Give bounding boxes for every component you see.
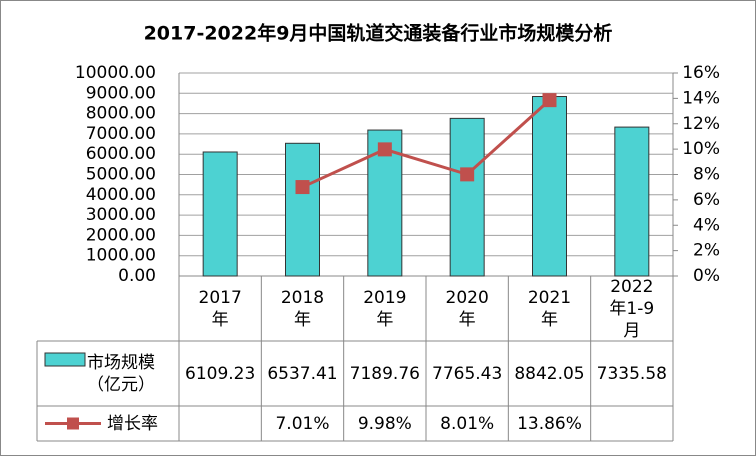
bar	[449, 117, 485, 277]
data-label: 6537.41	[267, 363, 338, 384]
legend-label: 市场规模（亿元）	[87, 352, 155, 395]
y2-tick-label: 2%	[693, 241, 720, 261]
y-tick-label: 6000.00	[86, 144, 156, 164]
x-tick-label: 2021年	[527, 287, 572, 330]
y-tick-label: 0.00	[118, 266, 156, 286]
x-tick-label: 2018年	[280, 287, 325, 330]
data-label: 13.86%	[517, 413, 582, 434]
line-marker	[460, 167, 475, 182]
y-tick-label: 10000.00	[75, 63, 156, 83]
x-tick-label: 2017年	[198, 287, 242, 330]
chart-title: 2017-2022年9月中国轨道交通装备行业市场规模分析	[144, 22, 613, 45]
data-label: 7189.76	[349, 363, 420, 384]
line	[301, 99, 551, 189]
data-label: 9.98%	[357, 413, 412, 434]
y-tick-label: 1000.00	[86, 246, 156, 266]
legend-swatch	[44, 352, 86, 367]
bar	[202, 151, 238, 277]
y-tick-label: 9000.00	[86, 83, 156, 103]
line-marker	[295, 180, 310, 195]
data-label: 7.01%	[275, 413, 330, 434]
y-tick-label: 4000.00	[86, 185, 156, 205]
y2-tick-label: 12%	[682, 114, 720, 134]
y2-tick-label: 10%	[682, 139, 720, 159]
legend-swatch	[67, 417, 79, 430]
y2-tick-label: 8%	[693, 165, 720, 185]
x-tick-label: 2019年	[363, 287, 407, 330]
data-label: 8842.05	[514, 363, 585, 384]
y-tick-label: 3000.00	[86, 205, 156, 225]
y2-tick-label: 4%	[693, 215, 720, 235]
bar	[285, 142, 320, 277]
bar	[532, 96, 567, 277]
data-label: 7765.43	[432, 363, 503, 384]
line-marker	[542, 93, 557, 108]
y-tick-label: 7000.00	[86, 124, 156, 144]
y2-tick-label: 14%	[682, 88, 720, 108]
y-tick-label: 8000.00	[86, 104, 156, 124]
x-tick-label: 2020年	[445, 287, 489, 330]
data-label: 7335.58	[596, 363, 667, 384]
data-label: 6109.23	[185, 363, 256, 384]
y-tick-label: 2000.00	[86, 225, 156, 245]
data-label: 8.01%	[440, 413, 495, 434]
line-marker	[377, 142, 392, 157]
bar	[614, 126, 650, 277]
x-tick-label: 2022年1-9月	[609, 276, 655, 341]
y-tick-label: 5000.00	[86, 165, 156, 185]
legend-label: 增长率	[107, 413, 158, 434]
y2-tick-label: 6%	[693, 190, 720, 210]
y2-tick-label: 16%	[682, 63, 720, 83]
y2-tick-label: 0%	[693, 266, 720, 286]
